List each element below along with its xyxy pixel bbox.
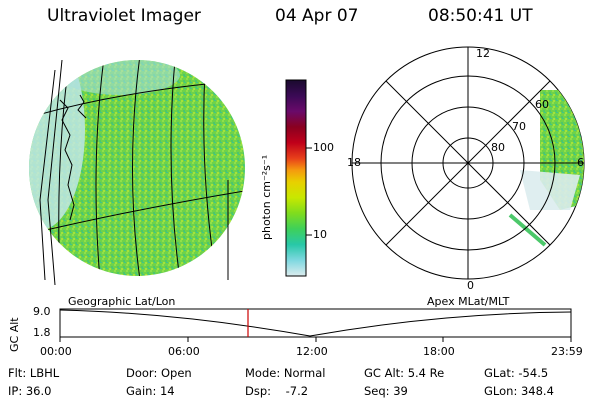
mlt-label-0: 0 <box>467 279 474 292</box>
mlat-label-60: 60 <box>535 98 549 111</box>
instrument-title: Ultraviolet Imager <box>47 6 201 26</box>
altitude-xtick-2359: 23:59 <box>551 345 583 358</box>
info-glon: GLon: 348.4 <box>484 384 554 398</box>
info-ip: IP: 36.0 <box>8 384 52 398</box>
info-gcalt: GC Alt: 5.4 Re <box>364 366 445 380</box>
altitude-xtick-0000: 00:00 <box>40 345 72 358</box>
geographic-image <box>29 59 245 286</box>
apex-label: Apex MLat/MLT <box>427 295 510 308</box>
info-seq: Seq: 39 <box>364 384 408 398</box>
altitude-ytick-9: 9.0 <box>33 305 51 318</box>
info-flt: Flt: LBHL <box>8 366 60 380</box>
info-mode: Mode: Normal <box>245 366 326 380</box>
polar-plot <box>351 46 585 280</box>
mlt-label-18: 18 <box>347 156 361 169</box>
altitude-xtick-0600: 06:00 <box>168 345 200 358</box>
altitude-plot <box>59 308 572 342</box>
colorbar-tick-10: 10 <box>313 228 327 241</box>
geographic-label: Geographic Lat/Lon <box>68 295 176 308</box>
info-gain: Gain: 14 <box>126 384 175 398</box>
altitude-xtick-1200: 12:00 <box>296 345 328 358</box>
info-door: Door: Open <box>126 366 192 380</box>
altitude-xtick-1800: 18:00 <box>423 345 455 358</box>
mlat-label-70: 70 <box>512 120 526 133</box>
info-glat: GLat: -54.5 <box>484 366 549 380</box>
mlat-label-80: 80 <box>491 141 505 154</box>
date-label: 04 Apr 07 <box>275 6 359 26</box>
time-label: 08:50:41 UT <box>428 6 533 26</box>
info-dsp: Dsp: -7.2 <box>245 384 309 398</box>
mlt-label-6: 6 <box>577 156 584 169</box>
altitude-ylabel: GC Alt <box>8 317 21 352</box>
colorbar-tick-100: 100 <box>313 141 334 154</box>
colorbar <box>285 79 312 277</box>
colorbar-unit-label: photon cm⁻²s⁻¹ <box>260 154 273 240</box>
mlt-label-12: 12 <box>476 47 490 60</box>
altitude-ytick-1-8: 1.8 <box>33 326 51 339</box>
